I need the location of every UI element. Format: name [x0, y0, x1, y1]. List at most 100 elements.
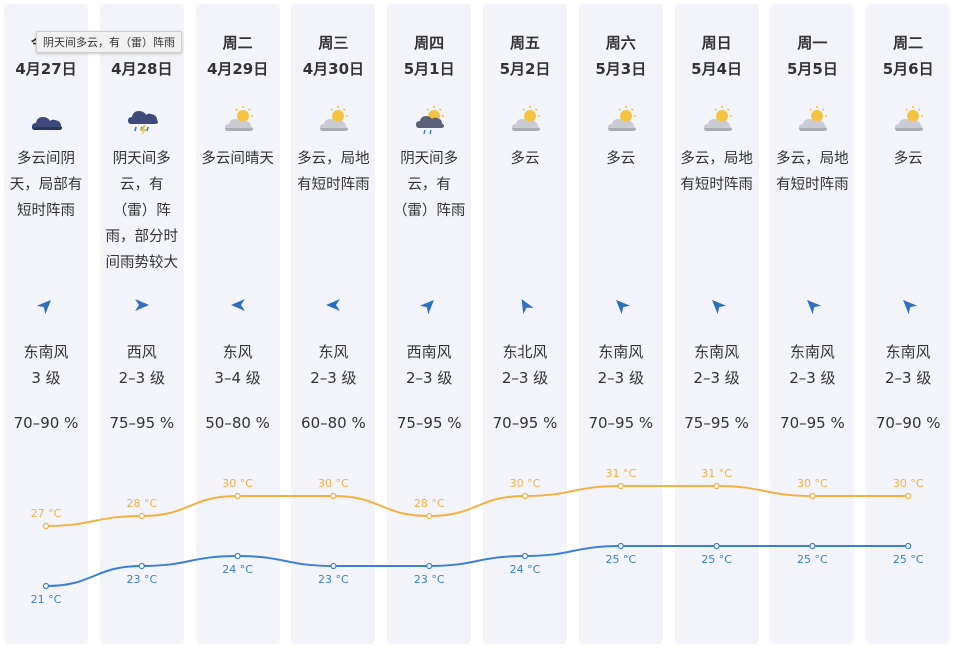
wind-level: 3 级	[31, 369, 61, 387]
weather-description-line: 多云，局地	[680, 151, 753, 167]
high-temp-label: 30 °C	[797, 477, 828, 490]
low-temp-label: 23 °C	[318, 573, 349, 586]
high-temp-point	[138, 512, 145, 520]
weather-description: 多云	[868, 146, 948, 172]
weather-description-line: 多云间晴天	[201, 151, 274, 167]
high-temp-point	[905, 492, 912, 500]
wind-direction-icon	[516, 296, 534, 315]
high-temp-point	[42, 522, 50, 530]
weather-description-line: 有短时阵雨	[680, 177, 753, 193]
low-temp-point	[42, 582, 50, 590]
high-temp-label: 28 °C	[414, 497, 445, 510]
weather-description-line: 天，局部有	[9, 177, 83, 193]
forecast-day-column[interactable]: 周日 5月4日 多云，局地 有短时阵雨 东南风 2–3 级 75–95 %	[674, 4, 759, 644]
low-temp-point	[234, 552, 241, 560]
weather-description: 多云	[581, 146, 661, 172]
wind-direction: 西南风	[406, 343, 452, 361]
humidity: 50–80 %	[205, 414, 270, 432]
day-date: 5月4日	[691, 60, 743, 78]
partly-cloudy-icon	[701, 104, 735, 138]
forecast-day-column[interactable]: 周三 4月30日 多云，局地 有短时阵雨 东风 2–3 级 60–80 %	[291, 4, 376, 644]
low-temp-label: 25 °C	[701, 553, 732, 566]
wind-direction-icon	[419, 296, 438, 315]
weather-description-line: 云，有	[120, 177, 164, 193]
wind-direction: 东南风	[598, 343, 644, 361]
weather-description: 多云间阴天，局部有短时阵雨	[6, 146, 86, 224]
high-temp-point	[617, 482, 624, 490]
weather-description-line: 多云	[893, 151, 923, 167]
wind-direction-icon	[612, 296, 630, 315]
wind-level: 3–4 级	[214, 369, 261, 387]
partly-cloudy-icon	[605, 104, 639, 138]
weather-description-line: 有短时阵雨	[297, 177, 370, 193]
wind-direction-icon	[803, 296, 822, 315]
low-temp-label: 21 °C	[31, 593, 62, 606]
high-temp-point	[330, 492, 337, 500]
forecast-day-column[interactable]: 周一 5月5日 多云，局地 有短时阵雨 东南风 2–3 级 70–95 %	[770, 4, 855, 644]
humidity: 70–95 %	[588, 414, 654, 432]
weather-description: 多云，局地 有短时阵雨	[772, 146, 852, 198]
weather-description-line: 多云间阴	[17, 151, 75, 167]
high-temp-label: 30 °C	[222, 477, 253, 490]
weather-tooltip: 阴天间多云，有（雷）阵雨	[36, 31, 182, 53]
low-temp-label: 24 °C	[222, 563, 253, 576]
weather-description: 多云，局地 有短时阵雨	[293, 146, 373, 198]
humidity: 75–95 %	[109, 414, 175, 432]
low-temp-point	[617, 542, 624, 550]
low-temp-label: 23 °C	[414, 573, 445, 586]
forecast-day-column[interactable]: 周五 5月2日 多云 东北风 2–3 级 70–95 %	[483, 4, 567, 644]
day-date: 5月2日	[499, 60, 551, 78]
high-temp-point	[713, 482, 720, 490]
weather-description-line: 云，有	[407, 177, 451, 193]
day-date: 5月5日	[786, 60, 838, 78]
low-temp-point	[138, 562, 145, 570]
forecast-day-column[interactable]: 周二 4月29日 多云间晴天 东风 3–4 级 50–80 %	[195, 4, 280, 644]
low-temp-point	[426, 562, 433, 570]
wind-direction-icon	[36, 296, 55, 315]
wind-direction: 东南风	[789, 343, 835, 361]
day-date: 4月30日	[302, 60, 365, 78]
low-temp-label: 25 °C	[797, 553, 828, 566]
weather-description-line: （雷）阵雨	[392, 203, 466, 219]
high-temp-label: 31 °C	[701, 467, 732, 480]
wind-level: 2–3 级	[406, 369, 453, 387]
day-date: 5月6日	[882, 60, 934, 78]
low-temp-label: 25 °C	[893, 553, 924, 566]
wind-level: 2–3 级	[597, 369, 644, 387]
forecast-day-column[interactable]: 周六 5月3日 多云 东南风 2–3 级 70–95 %	[578, 4, 663, 644]
high-temp-label: 27 °C	[31, 507, 62, 520]
partly-cloudy-icon	[222, 104, 256, 138]
sun-rain-icon	[413, 104, 447, 138]
weather-description: 多云间晴天	[198, 146, 278, 172]
weather-description: 多云，局地有短时阵雨	[677, 146, 757, 198]
wind-level: 2–3 级	[693, 369, 740, 387]
day-name: 周一	[797, 34, 828, 52]
high-temp-label: 30 °C	[893, 477, 924, 490]
weather-description: 多云	[485, 146, 565, 172]
day-name: 周三	[318, 34, 349, 52]
humidity: 75–95 %	[684, 414, 749, 432]
wind-direction: 东南风	[23, 343, 69, 361]
partly-cloudy-icon	[892, 104, 926, 138]
low-temp-label: 23 °C	[126, 573, 157, 586]
high-temp-label: 28 °C	[126, 497, 157, 510]
weather-description-line: 短时阵雨	[17, 203, 75, 219]
forecast-day-column[interactable]: 周四 5月1日 阴天间多 云，有 （雷）阵雨 西南风 2–3 级 75–95 %	[387, 4, 472, 644]
forecast-day-column[interactable]: 周二 5月6日 多云 东南风 2–3 级 70–90 %	[866, 4, 951, 644]
partly-cloudy-icon	[317, 104, 351, 138]
weather-description: 阴天间多云，有 （雷）阵雨	[389, 146, 469, 224]
weather-description-line: 间雨势较大	[105, 255, 179, 271]
high-temp-point	[234, 492, 241, 500]
weather-description-line: 阴天间多	[400, 151, 459, 167]
thunder-rain-icon	[126, 104, 160, 138]
wind-direction-icon	[899, 296, 918, 315]
wind-direction: 东风	[318, 343, 349, 361]
day-name: 周五	[509, 34, 540, 52]
wind-direction-icon	[229, 296, 247, 314]
weather-description-line: 多云，局地	[776, 151, 849, 167]
high-temp-point	[809, 492, 816, 500]
